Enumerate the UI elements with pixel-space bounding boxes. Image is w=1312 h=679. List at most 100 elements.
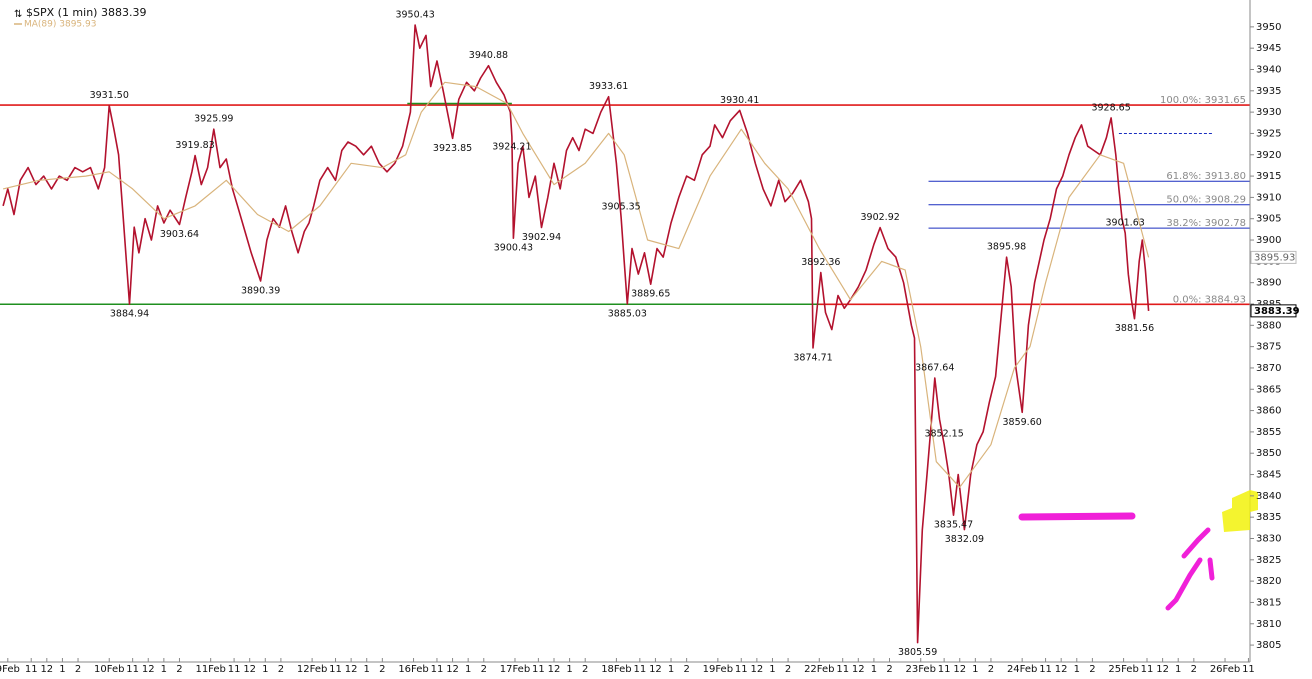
y-tick-label: 3865	[1256, 384, 1281, 395]
y-tick-label: 3810	[1256, 619, 1281, 630]
x-tick-label: 11	[329, 664, 342, 675]
x-tick-label: 11	[532, 664, 545, 675]
x-tick-label: 11	[1242, 664, 1255, 675]
x-tick-label: 11	[735, 664, 748, 675]
price-annotation: 3902.92	[861, 212, 900, 223]
y-tick-label: 3825	[1256, 555, 1281, 566]
y-tick-label: 3945	[1256, 43, 1281, 54]
x-tick-label: 1	[1074, 664, 1080, 675]
x-tick-label: 11Feb	[195, 664, 225, 675]
price-annotation: 3925.99	[194, 114, 233, 125]
x-tick-label: 2	[683, 664, 689, 675]
y-tick-label: 3850	[1256, 448, 1281, 459]
x-tick-label: 17Feb	[500, 664, 530, 675]
x-tick-label: 2	[1089, 664, 1095, 675]
x-tick-label: 16Feb	[398, 664, 428, 675]
price-annotation: 3930.41	[720, 95, 759, 106]
x-tick-label: 12	[750, 664, 763, 675]
x-tick-label: 9Feb	[0, 664, 20, 675]
x-tick-label: 11	[938, 664, 951, 675]
last-value-box	[1250, 250, 1297, 264]
y-tick-label: 3940	[1256, 64, 1281, 75]
x-tick-label: 11	[431, 664, 444, 675]
x-tick-label: 11	[25, 664, 38, 675]
x-tick-label: 1	[871, 664, 877, 675]
price-annotation: 3950.43	[395, 10, 434, 21]
price-annotation: 3905.35	[601, 202, 640, 213]
y-tick-label: 3930	[1256, 107, 1281, 118]
x-tick-label: 12	[1156, 664, 1169, 675]
price-annotation: 3892.36	[801, 257, 840, 268]
x-tick-label: 11	[126, 664, 139, 675]
y-tick-label: 3915	[1256, 171, 1281, 182]
x-tick-label: 12Feb	[297, 664, 327, 675]
x-tick-label: 1	[59, 664, 65, 675]
price-annotation: 3885.03	[608, 308, 647, 319]
level-label: 100.0%: 3931.65	[1160, 95, 1246, 106]
x-tick-label: 2	[582, 664, 588, 675]
x-tick-label: 1	[1175, 664, 1181, 675]
legend-label: $SPX (1 min) 3883.39	[26, 6, 146, 19]
price-annotation: 3881.56	[1115, 323, 1154, 334]
y-tick-label: 3880	[1256, 320, 1281, 331]
x-tick-label: 23Feb	[906, 664, 936, 675]
levels	[0, 102, 1250, 306]
price-annotation: 3874.71	[793, 352, 832, 363]
x-tick-label: 24Feb	[1007, 664, 1037, 675]
x-tick-label: 12	[345, 664, 358, 675]
x-tick-label: 12	[446, 664, 459, 675]
labels: 100.0%: 3931.65 0.0%: 3884.93 61.8%: 3913.…	[90, 10, 1246, 659]
x-tick-label: 12	[953, 664, 966, 675]
y-tick-label: 3905	[1256, 214, 1281, 225]
x-tick-label: 1	[465, 664, 471, 675]
price-annotation: 3835.47	[934, 520, 973, 531]
x-tick-label: 2	[278, 664, 284, 675]
x-tick-label: 25Feb	[1108, 664, 1138, 675]
x-tick-label: 2	[176, 664, 182, 675]
y-tick-label: 3840	[1256, 491, 1281, 502]
x-tick-label: 12	[243, 664, 256, 675]
y-tick-label: 3860	[1256, 406, 1281, 417]
price-annotation: 3940.88	[469, 50, 508, 61]
y-tick-label: 3925	[1256, 128, 1281, 139]
price-annotation: 3900.43	[494, 243, 533, 254]
y-tick-label: 3910	[1256, 192, 1281, 203]
x-tick-label: 12	[142, 664, 155, 675]
x-tick-label: 19Feb	[703, 664, 733, 675]
price-annotation: 3859.60	[1003, 417, 1042, 428]
level-label: 38.2%: 3902.78	[1166, 218, 1246, 229]
x-tick-label: 1	[668, 664, 674, 675]
x-tick-label: 2	[785, 664, 791, 675]
x-tick-label: 1	[161, 664, 167, 675]
x-tick-label: 11	[1141, 664, 1154, 675]
price-annotation: 3890.39	[241, 286, 280, 297]
x-tick-label: 2	[988, 664, 994, 675]
x-tick-label: 1	[566, 664, 572, 675]
price-annotation: 3889.65	[631, 289, 670, 300]
highlight	[1222, 490, 1258, 532]
x-tick-label: 1	[364, 664, 370, 675]
x-tick-label: 2	[379, 664, 385, 675]
x-tick-label: 11	[1039, 664, 1052, 675]
x-tick-label: 11	[836, 664, 849, 675]
x-tick-label: 12	[852, 664, 865, 675]
y-tick-label: 3815	[1256, 597, 1281, 608]
hand-arrow	[1165, 527, 1215, 611]
price-annotation: 3832.09	[945, 534, 984, 545]
y-tick-label: 3805	[1256, 640, 1281, 651]
level-label: 61.8%: 3913.80	[1166, 171, 1246, 182]
y-tick-label: 3920	[1256, 150, 1281, 161]
y-tick-label: 3845	[1256, 470, 1281, 481]
price-annotation: 3902.94	[522, 232, 561, 243]
price-annotation: 3852.15	[924, 429, 963, 440]
level-label: 50.0%: 3908.29	[1166, 195, 1246, 206]
x-tick-label: 18Feb	[601, 664, 631, 675]
price-annotation: 3931.50	[90, 90, 129, 101]
price-annotation: 3933.61	[589, 81, 628, 92]
last-value-box	[1250, 304, 1297, 318]
price-annotation: 3928.65	[1091, 102, 1130, 113]
x-tick-label: 12	[40, 664, 53, 675]
y-tick-label: 3820	[1256, 576, 1281, 587]
y-tick-label: 3830	[1256, 533, 1281, 544]
